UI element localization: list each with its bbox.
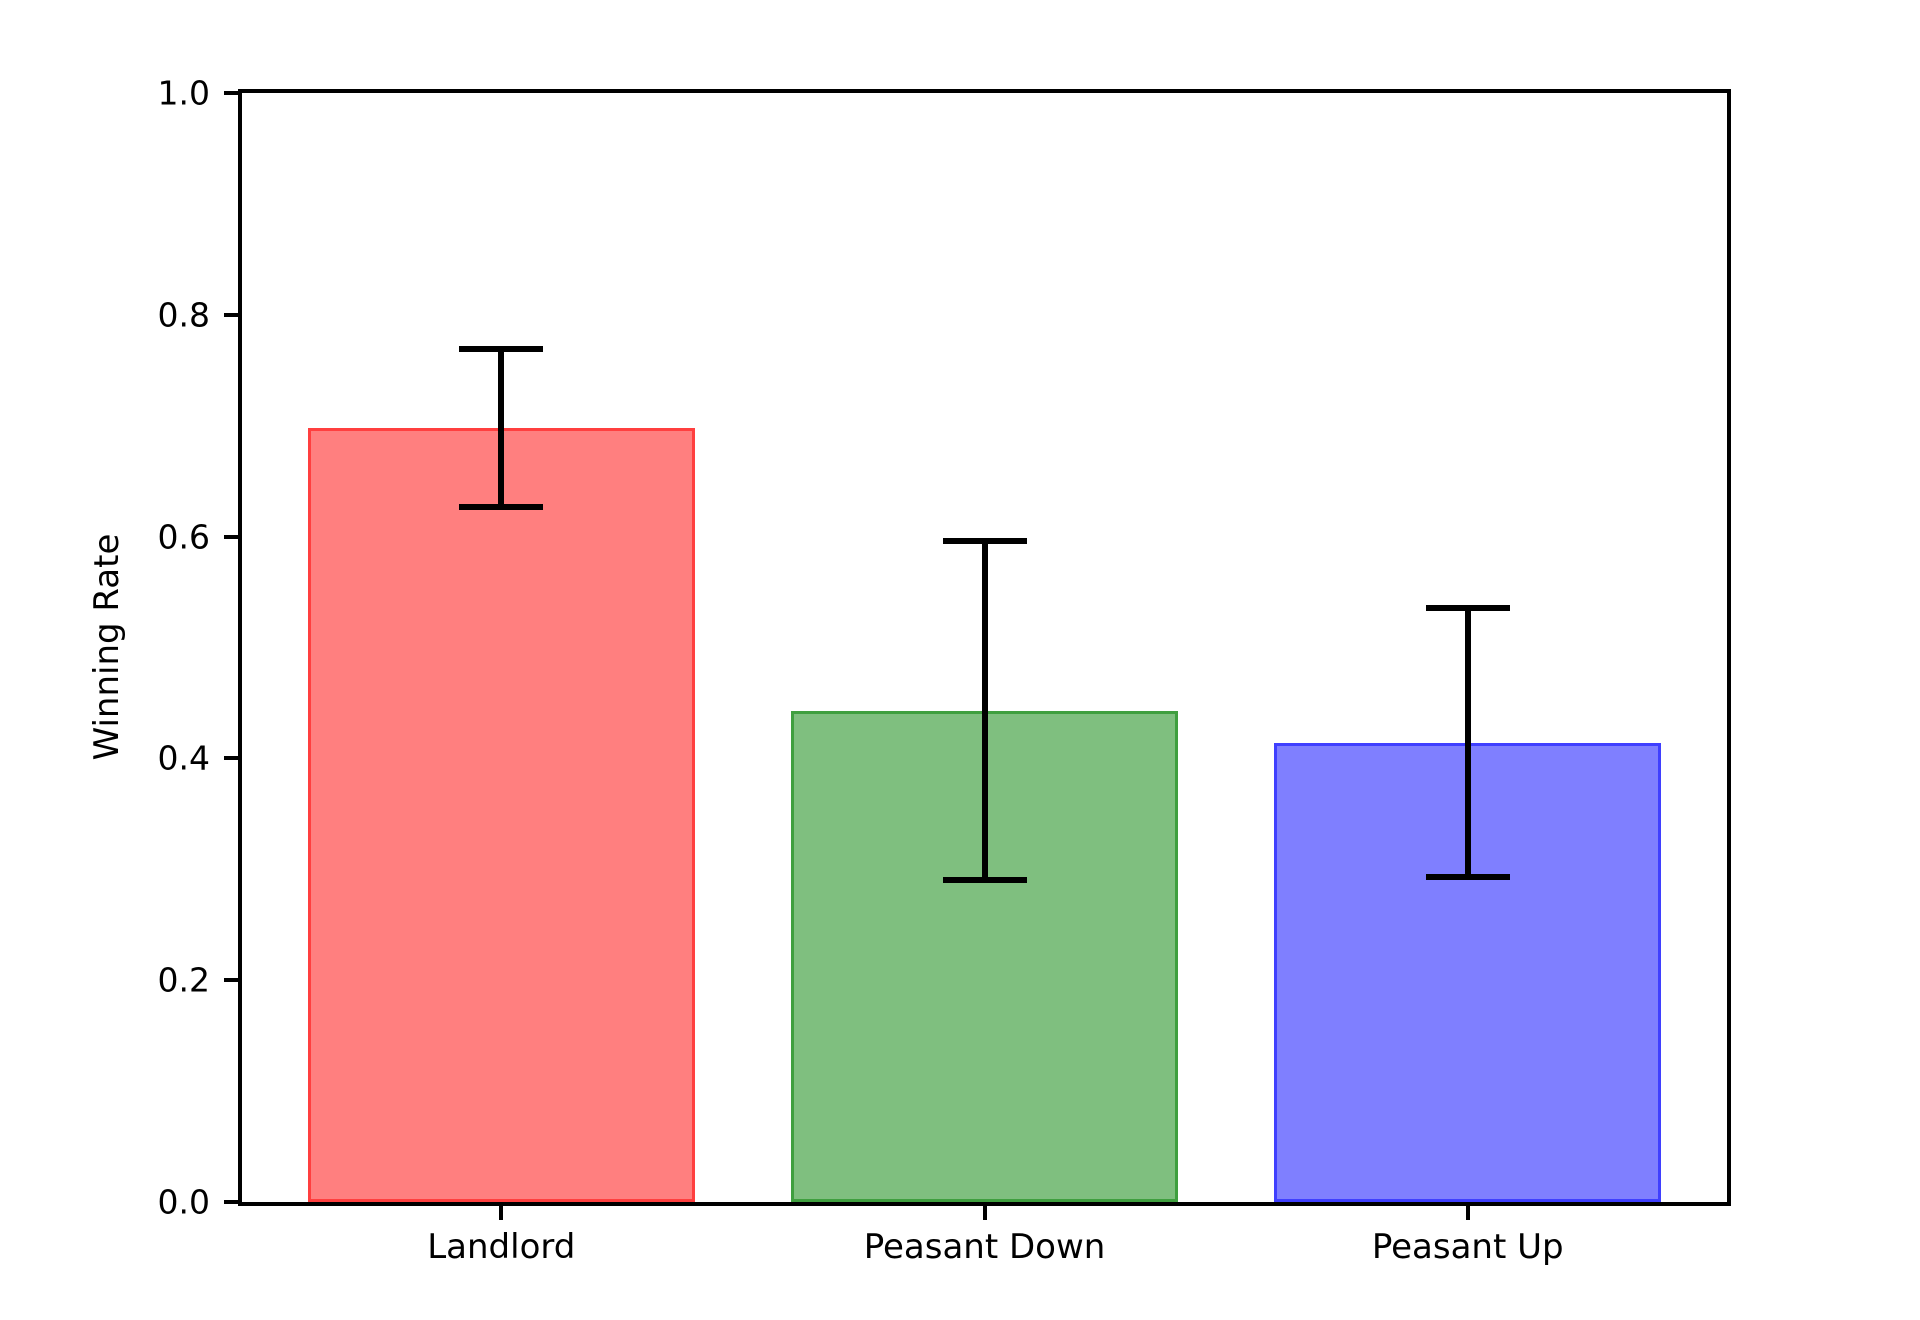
plot-area: 0.0 0.2 0.4 0.6 0.8 1.0 Landlord Peasant Down Pe…	[158, 77, 1731, 1264]
x-tick	[499, 1206, 504, 1220]
y-tick	[224, 1200, 238, 1204]
error-bar-cap-top	[942, 538, 1027, 545]
x-tick-label-peasant-up: Peasant Up	[1371, 1227, 1564, 1267]
x-tick-label-peasant-down: Peasant Down	[863, 1227, 1106, 1267]
error-bar-line	[498, 349, 505, 507]
x-tick	[1465, 1206, 1470, 1220]
x-tick-label-landlord: Landlord	[427, 1227, 576, 1267]
error-bar-cap-top	[1425, 604, 1510, 611]
y-tick-label: 1.0	[157, 73, 210, 113]
error-bar-line	[1464, 607, 1471, 878]
y-tick	[224, 91, 238, 95]
bar-landlord	[308, 427, 695, 1202]
error-bar-cap-bottom	[942, 877, 1027, 884]
y-tick-label: 0.4	[157, 738, 210, 778]
y-tick-label: 0.8	[157, 295, 210, 335]
y-tick-label: 0.0	[157, 1182, 210, 1222]
y-tick	[224, 312, 238, 317]
error-bar-cap-bottom	[1425, 874, 1510, 881]
error-bar-cap-top	[459, 346, 544, 353]
y-tick-label: 0.6	[157, 517, 210, 557]
x-tick	[982, 1206, 987, 1220]
y-tick	[224, 978, 238, 983]
y-tick-label: 0.2	[157, 960, 210, 1000]
y-tick	[224, 534, 238, 539]
error-bar-cap-bottom	[459, 503, 544, 510]
y-tick	[224, 756, 238, 761]
y-axis-title: Winning Rate	[87, 533, 127, 761]
error-bar-line	[981, 541, 988, 881]
